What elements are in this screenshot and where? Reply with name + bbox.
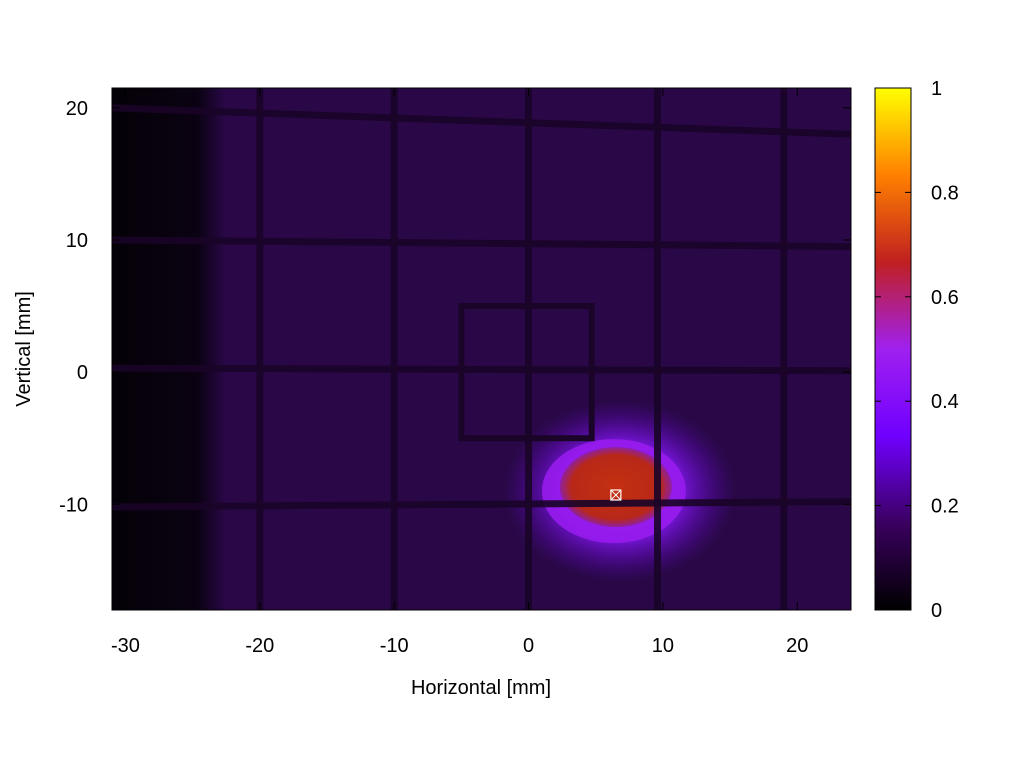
x-axis: -30 -20 -10 0 10 20 xyxy=(111,88,808,657)
target-grid-lines xyxy=(112,88,851,610)
colorbar-tick-label: 0.6 xyxy=(931,287,959,309)
y-tick-label: 20 xyxy=(66,98,88,120)
colorbar-tick-label: 1 xyxy=(931,78,942,100)
beam-core xyxy=(559,447,672,528)
marker-box xyxy=(610,489,622,501)
heatmap-image xyxy=(112,88,851,610)
heatmap-background xyxy=(112,88,851,610)
y-tick-label: 10 xyxy=(66,230,88,252)
horizontal-grid-line xyxy=(112,236,851,251)
horizontal-grid-line xyxy=(112,498,851,511)
x-tick-label: 0 xyxy=(523,635,534,657)
colorbar-ticks: 0 0.2 0.4 0.6 0.8 1 xyxy=(875,78,959,622)
horizontal-grid-line xyxy=(112,364,851,375)
y-tick-label: 0 xyxy=(77,362,88,384)
colorbar-tick-label: 0.8 xyxy=(931,182,959,204)
y-axis: -10 0 10 20 xyxy=(59,98,851,516)
colorbar-tick-label: 0.2 xyxy=(931,496,959,518)
y-tick-label: -10 xyxy=(59,494,88,516)
plot-frame xyxy=(111,87,852,611)
marker-cross xyxy=(610,489,622,501)
x-tick-label: 10 xyxy=(652,635,674,657)
dark-left-band xyxy=(112,88,227,610)
colorbar: 0 0.2 0.4 0.6 0.8 1 xyxy=(874,78,959,622)
x-tick-label: -20 xyxy=(245,635,274,657)
y-axis-label: Vertical [mm] xyxy=(13,291,35,407)
colorbar-tick-label: 0.4 xyxy=(931,391,959,413)
target-square xyxy=(458,303,595,442)
colorbar-bar xyxy=(874,87,912,611)
horizontal-grid-line xyxy=(112,104,851,138)
x-axis-label: Horizontal [mm] xyxy=(411,677,551,699)
x-tick-label: -30 xyxy=(111,635,140,657)
colorbar-tick-label: 0 xyxy=(931,600,942,622)
centroid-marker xyxy=(610,489,622,501)
x-tick-label: 20 xyxy=(786,635,808,657)
x-tick-label: -10 xyxy=(380,635,409,657)
